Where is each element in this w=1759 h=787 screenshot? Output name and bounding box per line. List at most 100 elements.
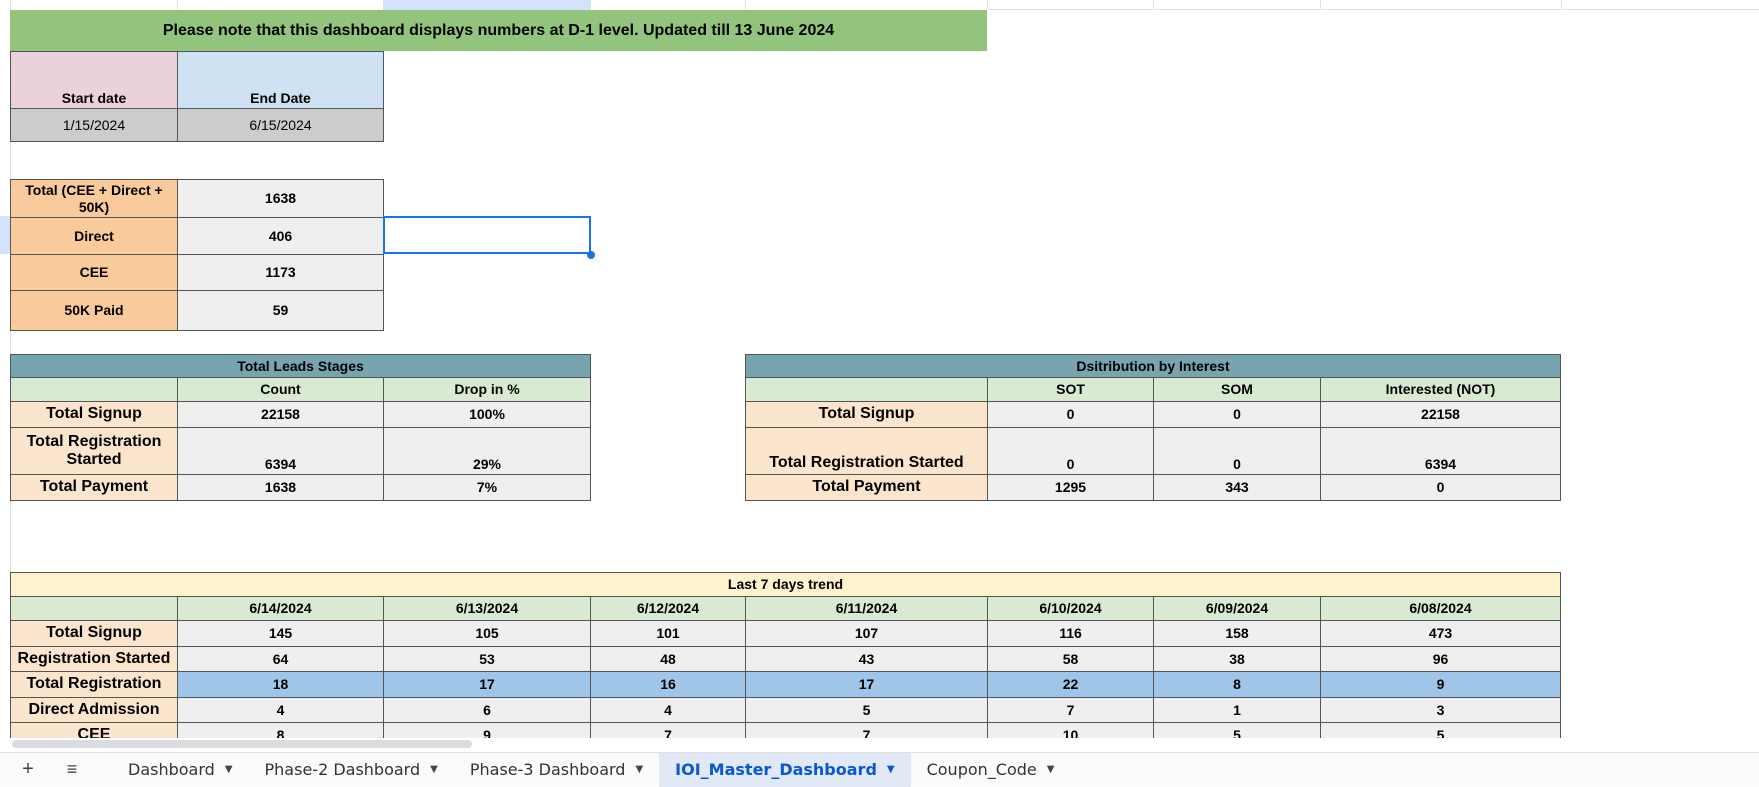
start-date-value[interactable]: 1/15/2024 bbox=[10, 108, 178, 142]
trend-cell[interactable]: 8 bbox=[177, 722, 384, 738]
trend-row-label[interactable]: CEE bbox=[10, 722, 178, 738]
trend-cell[interactable]: 107 bbox=[745, 620, 988, 647]
tab-phase-3-dashboard[interactable]: Phase-3 Dashboard ▼ bbox=[454, 753, 659, 787]
interest-row-sot[interactable]: 0 bbox=[987, 401, 1154, 428]
50k-paid-value[interactable]: 59 bbox=[177, 290, 384, 331]
trend-title[interactable]: Last 7 days trend bbox=[10, 572, 1561, 597]
fill-handle[interactable] bbox=[587, 251, 595, 259]
interest-row-som[interactable]: 0 bbox=[1153, 401, 1321, 428]
trend-date-header[interactable]: 6/09/2024 bbox=[1153, 596, 1321, 621]
trend-cell[interactable]: 4 bbox=[177, 697, 384, 723]
leads-row-count[interactable]: 1638 bbox=[177, 474, 384, 501]
spreadsheet-grid[interactable]: Please note that this dashboard displays… bbox=[0, 0, 1759, 738]
leads-row-drop[interactable]: 29% bbox=[383, 427, 591, 475]
trend-header-blank[interactable] bbox=[10, 596, 178, 621]
trend-row-label[interactable]: Registration Started bbox=[10, 646, 178, 672]
leads-row-label[interactable]: Total Payment bbox=[10, 474, 178, 501]
trend-cell[interactable]: 58 bbox=[987, 646, 1154, 672]
cee-value[interactable]: 1173 bbox=[177, 254, 384, 291]
interest-col-som[interactable]: SOM bbox=[1153, 377, 1321, 402]
leads-row-count[interactable]: 22158 bbox=[177, 401, 384, 428]
trend-cell[interactable]: 96 bbox=[1320, 646, 1561, 672]
trend-cell[interactable]: 116 bbox=[987, 620, 1154, 647]
leads-row-count[interactable]: 6394 bbox=[177, 427, 384, 475]
trend-cell[interactable]: 3 bbox=[1320, 697, 1561, 723]
trend-cell[interactable]: 7 bbox=[987, 697, 1154, 723]
selected-cell[interactable] bbox=[383, 216, 591, 254]
end-date-label[interactable]: End Date bbox=[177, 51, 384, 109]
caret-down-icon[interactable]: ▼ bbox=[886, 764, 895, 775]
trend-cell[interactable]: 6 bbox=[383, 697, 591, 723]
trend-cell[interactable]: 7 bbox=[745, 722, 988, 738]
interest-row-label[interactable]: Total Signup bbox=[745, 401, 988, 428]
leads-row-drop[interactable]: 7% bbox=[383, 474, 591, 501]
50k-paid-label[interactable]: 50K Paid bbox=[10, 290, 178, 331]
trend-cell[interactable]: 7 bbox=[590, 722, 746, 738]
leads-row-label[interactable]: Total Signup bbox=[10, 401, 178, 428]
trend-cell[interactable]: 145 bbox=[177, 620, 384, 647]
interest-header-blank[interactable] bbox=[745, 377, 988, 402]
leads-header-blank[interactable] bbox=[10, 377, 178, 402]
trend-cell[interactable]: 38 bbox=[1153, 646, 1321, 672]
trend-cell[interactable]: 64 bbox=[177, 646, 384, 672]
trend-cell[interactable]: 17 bbox=[745, 671, 988, 698]
trend-cell[interactable]: 16 bbox=[590, 671, 746, 698]
trend-row-label[interactable]: Direct Admission bbox=[10, 697, 178, 723]
interest-row-sot[interactable]: 1295 bbox=[987, 474, 1154, 501]
trend-cell[interactable]: 9 bbox=[1320, 671, 1561, 698]
trend-cell[interactable]: 473 bbox=[1320, 620, 1561, 647]
caret-down-icon[interactable]: ▼ bbox=[635, 764, 644, 775]
trend-date-header[interactable]: 6/13/2024 bbox=[383, 596, 591, 621]
interest-row-som[interactable]: 0 bbox=[1153, 427, 1321, 475]
tab-dashboard[interactable]: Dashboard ▼ bbox=[112, 753, 249, 787]
trend-cell[interactable]: 18 bbox=[177, 671, 384, 698]
trend-cell[interactable]: 5 bbox=[745, 697, 988, 723]
trend-row-label[interactable]: Total Registration bbox=[10, 671, 178, 698]
trend-date-header[interactable]: 6/14/2024 bbox=[177, 596, 384, 621]
interest-col-not[interactable]: Interested (NOT) bbox=[1320, 377, 1561, 402]
tab-phase-2-dashboard[interactable]: Phase-2 Dashboard ▼ bbox=[249, 753, 454, 787]
tab-ioi-master-dashboard[interactable]: IOI_Master_Dashboard ▼ bbox=[659, 752, 911, 787]
trend-cell[interactable]: 158 bbox=[1153, 620, 1321, 647]
tab-coupon-code[interactable]: Coupon_Code ▼ bbox=[911, 753, 1071, 787]
trend-date-header[interactable]: 6/11/2024 bbox=[745, 596, 988, 621]
interest-row-label[interactable]: Total Registration Started bbox=[745, 427, 988, 475]
direct-label[interactable]: Direct bbox=[10, 217, 178, 255]
trend-cell[interactable]: 48 bbox=[590, 646, 746, 672]
leads-col-drop[interactable]: Drop in % bbox=[383, 377, 591, 402]
start-date-label[interactable]: Start date bbox=[10, 51, 178, 109]
trend-cell[interactable]: 53 bbox=[383, 646, 591, 672]
trend-cell[interactable]: 4 bbox=[590, 697, 746, 723]
trend-cell[interactable]: 22 bbox=[987, 671, 1154, 698]
direct-value[interactable]: 406 bbox=[177, 217, 384, 255]
interest-row-label[interactable]: Total Payment bbox=[745, 474, 988, 501]
interest-col-sot[interactable]: SOT bbox=[987, 377, 1154, 402]
interest-row-sot[interactable]: 0 bbox=[987, 427, 1154, 475]
caret-down-icon[interactable]: ▼ bbox=[224, 764, 233, 775]
interest-row-not[interactable]: 0 bbox=[1320, 474, 1561, 501]
interest-row-not[interactable]: 6394 bbox=[1320, 427, 1561, 475]
update-banner[interactable]: Please note that this dashboard displays… bbox=[10, 10, 987, 51]
trend-cell[interactable]: 105 bbox=[383, 620, 591, 647]
horizontal-scrollbar[interactable] bbox=[12, 740, 472, 748]
total-value[interactable]: 1638 bbox=[177, 179, 384, 218]
trend-cell[interactable]: 9 bbox=[383, 722, 591, 738]
leads-row-drop[interactable]: 100% bbox=[383, 401, 591, 428]
trend-cell[interactable]: 17 bbox=[383, 671, 591, 698]
leads-title[interactable]: Total Leads Stages bbox=[10, 354, 591, 378]
plus-icon[interactable]: + bbox=[22, 758, 34, 780]
trend-cell[interactable]: 5 bbox=[1153, 722, 1321, 738]
end-date-value[interactable]: 6/15/2024 bbox=[177, 108, 384, 142]
interest-row-som[interactable]: 343 bbox=[1153, 474, 1321, 501]
trend-cell[interactable]: 43 bbox=[745, 646, 988, 672]
trend-cell[interactable]: 5 bbox=[1320, 722, 1561, 738]
trend-cell[interactable]: 10 bbox=[987, 722, 1154, 738]
interest-row-not[interactable]: 22158 bbox=[1320, 401, 1561, 428]
trend-date-header[interactable]: 6/10/2024 bbox=[987, 596, 1154, 621]
leads-row-label[interactable]: Total Registration Started bbox=[10, 427, 178, 475]
trend-cell[interactable]: 1 bbox=[1153, 697, 1321, 723]
interest-title[interactable]: Dsitribution by Interest bbox=[745, 354, 1561, 378]
trend-date-header[interactable]: 6/08/2024 bbox=[1320, 596, 1561, 621]
leads-col-count[interactable]: Count bbox=[177, 377, 384, 402]
cee-label[interactable]: CEE bbox=[10, 254, 178, 291]
